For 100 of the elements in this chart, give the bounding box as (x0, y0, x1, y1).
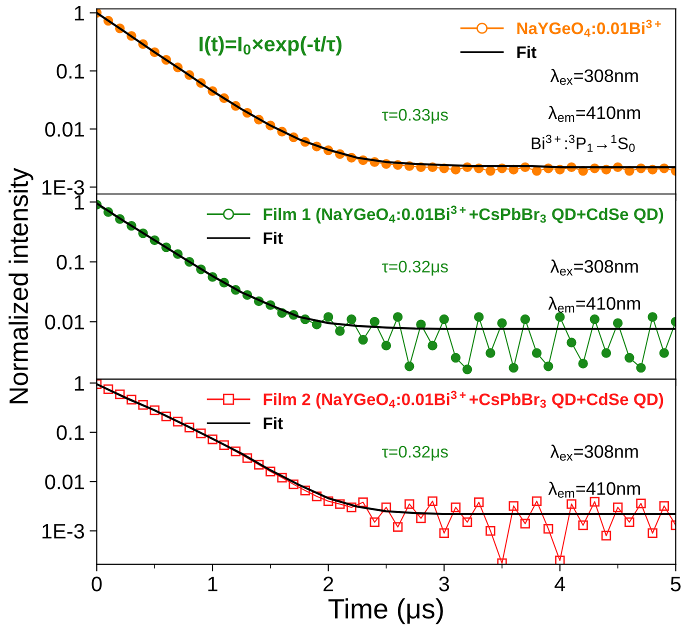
y-tick-label: 1 (74, 376, 84, 391)
point (578, 358, 588, 368)
point (590, 496, 600, 507)
point (358, 334, 368, 345)
y-tick-label: 0.01 (45, 122, 84, 137)
x-tick-label: 5 (670, 576, 681, 592)
point (578, 520, 588, 530)
annotation: λ$_{em}$=410nm (548, 482, 640, 498)
y-tick-label: 1E-3 (42, 180, 84, 195)
point (566, 499, 576, 509)
point (126, 394, 136, 405)
point (439, 314, 449, 324)
x-tick-label: 4 (554, 576, 566, 592)
x-tick-label: 2 (324, 576, 334, 592)
point (184, 422, 194, 432)
annotation: λ$_{em}$=410nm (548, 106, 640, 122)
annotation: λ$_{ex}$=308nm (550, 68, 638, 85)
legend-label: Fit (517, 46, 536, 58)
point (404, 361, 414, 372)
point (532, 348, 542, 358)
point (138, 400, 148, 410)
point (659, 348, 669, 358)
point (196, 428, 206, 438)
point (532, 496, 542, 506)
point (172, 416, 183, 426)
y-tick-label: 0.01 (45, 314, 84, 330)
point (601, 530, 612, 540)
point (462, 364, 472, 374)
point (335, 499, 345, 509)
point (370, 517, 380, 528)
x-axis-title: Time (μs) (328, 598, 443, 624)
x-tick-label: 0 (92, 576, 102, 592)
point (416, 513, 426, 524)
point (566, 338, 576, 348)
point (161, 412, 172, 422)
point (612, 318, 623, 328)
point (486, 348, 496, 358)
annotation: I(t)=I$_{0}$×exp(-t/τ) (200, 36, 342, 56)
legend-label: Fit (264, 416, 283, 430)
annotation: λ$_{em}$=410nm (548, 296, 640, 313)
point (381, 340, 392, 350)
point (450, 502, 461, 512)
point (242, 453, 252, 463)
text: Bi$^{3+}$:$^{3}$P$_{1}$→$^{1}$S$_{0}$ (532, 134, 635, 152)
x-tick-label: 3 (439, 576, 449, 592)
point (636, 498, 646, 508)
point (532, 166, 542, 176)
point (624, 517, 634, 528)
y-tick-label: 0.1 (56, 254, 84, 270)
point (392, 312, 403, 322)
point (103, 384, 114, 394)
point (323, 496, 334, 506)
point (543, 524, 554, 534)
point (543, 361, 554, 372)
point (486, 166, 496, 176)
legend-label: Fit (264, 232, 283, 244)
annotation: λ$_{ex}$=308nm (550, 444, 638, 461)
point (392, 522, 403, 532)
point (428, 496, 438, 506)
point (346, 314, 356, 324)
point (370, 316, 380, 327)
point (335, 326, 345, 336)
y-tick-label: 0.1 (56, 64, 84, 79)
point (450, 352, 461, 363)
point (404, 499, 414, 509)
point (439, 528, 449, 538)
point (508, 362, 518, 373)
point (288, 479, 298, 490)
point (520, 314, 530, 324)
point (636, 362, 646, 373)
point (612, 502, 623, 512)
annotation: τ=0.33μs (382, 108, 448, 124)
point (590, 314, 600, 324)
point (497, 318, 507, 328)
point (323, 312, 334, 322)
legend-label: Film 1 (NaYGeO$_{4}$:0.01Bi$^{3+}$+CsPbBr$_{3}$ QD+CdSe QD) (264, 206, 664, 224)
point (624, 352, 634, 363)
point (601, 348, 612, 358)
point (230, 446, 241, 456)
point (474, 312, 484, 322)
y-tick-label: 1E-3 (42, 524, 84, 539)
legend-label: Film 2 (NaYGeO$_{4}$:0.01Bi$^{3+}$+CsPbBr$_{3}$ QD+CdSe QD) (264, 390, 664, 409)
y-tick-label: 1 (74, 195, 84, 210)
point (462, 517, 472, 528)
y-tick-label: 0.01 (45, 474, 84, 490)
point (520, 518, 530, 529)
point (648, 312, 658, 322)
point (428, 340, 438, 350)
point (150, 405, 160, 416)
legend-label: NaYGeO$_{4}$:0.01Bi$^{3+}$ (517, 20, 661, 37)
point (486, 526, 496, 536)
point (474, 497, 484, 508)
point (208, 434, 218, 444)
point (346, 502, 356, 512)
annotation: λ$_{ex}$=308nm (550, 260, 638, 276)
y-tick-label: 1 (74, 6, 84, 20)
point (277, 472, 287, 483)
point (648, 528, 658, 538)
annotation: τ=0.32μs (382, 446, 448, 461)
annotation: τ=0.32μs (382, 260, 448, 276)
